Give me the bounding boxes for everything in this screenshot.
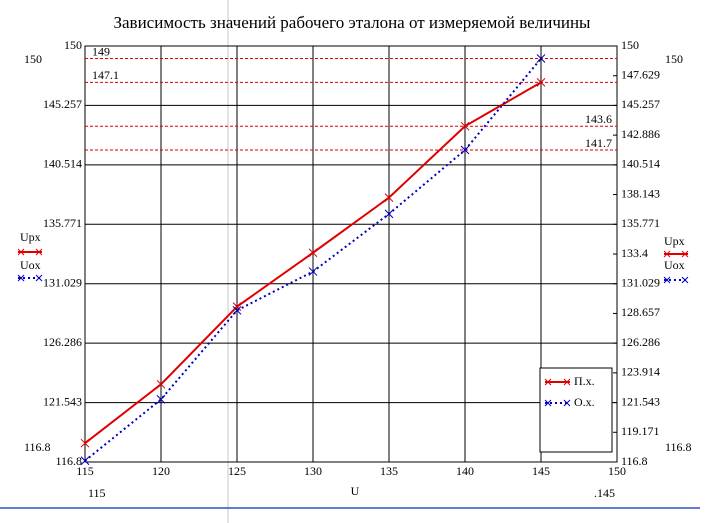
point-marker [460, 145, 470, 155]
label-sample-marker [17, 248, 43, 256]
x-axis-label: U [351, 484, 360, 498]
y2-tick-label: 133.4 [621, 246, 648, 260]
y2-tick-label: 131.029 [621, 275, 660, 289]
y2-tick-label: 116.8 [621, 454, 648, 468]
legend-label: О.х. [574, 395, 595, 409]
y-range-label: 116.8 [665, 440, 692, 454]
x-tick-label: 150 [608, 464, 626, 478]
point-marker [460, 121, 470, 131]
y2-tick-label: 121.543 [621, 394, 660, 408]
y-range-label: 150 [24, 52, 42, 66]
x-tick-label: 120 [152, 464, 170, 478]
point-marker [308, 248, 318, 258]
y-tick-label: 150 [64, 38, 82, 52]
y2-tick-label: 135.771 [621, 216, 660, 230]
y-axis-label: Upx [20, 230, 41, 244]
point-marker [232, 306, 242, 315]
legend-swatch-marker [544, 399, 571, 407]
point-marker [384, 193, 394, 202]
point-marker [536, 54, 546, 63]
point-marker [232, 302, 242, 311]
x-range-label: 115 [88, 486, 106, 500]
y-range-label: 116.8 [24, 440, 51, 454]
legend [539, 367, 613, 453]
x-range-label: .145 [594, 486, 615, 500]
point-marker [536, 77, 546, 87]
reference-label: 147.1 [92, 68, 119, 82]
reference-label: 149 [92, 44, 110, 58]
y2-tick-label: 150 [621, 38, 639, 52]
y2-tick-label: 138.143 [621, 186, 660, 200]
legend-swatch-marker [544, 378, 571, 386]
y-tick-label: 131.029 [43, 275, 82, 289]
x-tick-label: 115 [76, 464, 94, 478]
y-tick-label: 116.8 [55, 454, 82, 468]
y-tick-label: 145.257 [43, 97, 82, 111]
x-tick-label: 125 [228, 464, 246, 478]
y2-tick-label: 145.257 [621, 97, 660, 111]
point-marker [384, 209, 394, 219]
point-marker [156, 379, 166, 389]
y-range-label: 150 [665, 52, 683, 66]
label-sample-marker [663, 250, 689, 258]
y2-tick-label: 142.886 [621, 127, 660, 141]
y2-axis-label: Uox [664, 258, 685, 272]
y2-tick-label: 126.286 [621, 335, 660, 349]
x-tick-label: 145 [532, 464, 550, 478]
y-tick-label: 135.771 [43, 216, 82, 230]
y2-tick-label: 140.514 [621, 157, 660, 171]
reference-label: 143.6 [585, 112, 612, 126]
point-marker [156, 394, 166, 404]
label-sample-marker [663, 276, 689, 284]
point-marker [308, 267, 318, 276]
y-tick-label: 121.543 [43, 394, 82, 408]
x-tick-label: 130 [304, 464, 322, 478]
legend-label: П.х. [574, 374, 595, 388]
label-sample-marker [17, 274, 43, 282]
point-marker [80, 456, 90, 466]
reference-label: 141.7 [585, 136, 612, 150]
y-tick-label: 126.286 [43, 335, 82, 349]
y2-tick-label: 123.914 [621, 365, 660, 379]
y-axis-label: Uox [20, 258, 41, 272]
point-marker [80, 438, 90, 448]
y2-tick-label: 128.657 [621, 305, 660, 319]
y2-tick-label: 147.629 [621, 67, 660, 81]
x-tick-label: 140 [456, 464, 474, 478]
y-tick-label: 140.514 [43, 157, 82, 171]
x-tick-label: 135 [380, 464, 398, 478]
chart-title: Зависимость значений рабочего эталона от… [114, 13, 592, 32]
y2-axis-label: Upx [664, 234, 685, 248]
y2-tick-label: 119.171 [621, 424, 660, 438]
